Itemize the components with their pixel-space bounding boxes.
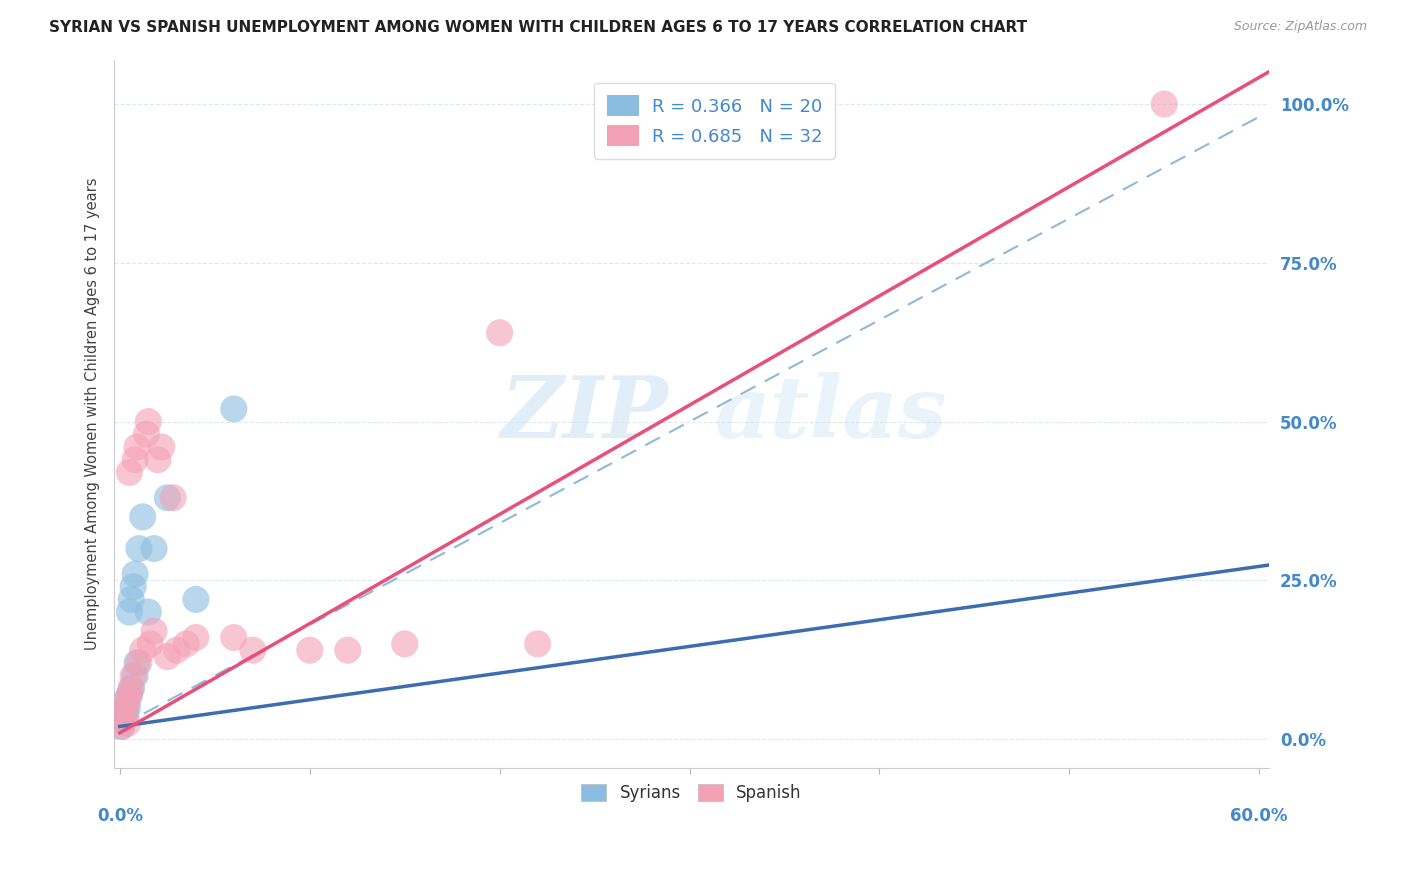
Point [112, 713, 135, 727]
Point [156, 491, 179, 505]
Point [120, 681, 142, 696]
Point [122, 668, 145, 682]
Text: 60.0%: 60.0% [1230, 806, 1288, 824]
Point [394, 637, 416, 651]
Point [138, 415, 160, 429]
Point [156, 649, 179, 664]
Point [118, 688, 141, 702]
Point [111, 719, 134, 733]
Point [118, 605, 141, 619]
Point [118, 466, 141, 480]
Text: atlas: atlas [714, 372, 948, 456]
Point [150, 440, 173, 454]
Point [184, 592, 207, 607]
Y-axis label: Unemployment Among Women with Children Ages 6 to 17 years: Unemployment Among Women with Children A… [86, 178, 100, 650]
Legend: Syrians, Spanish: Syrians, Spanish [575, 778, 808, 809]
Point [117, 700, 139, 714]
Point [118, 688, 141, 702]
Point [1153, 97, 1175, 112]
Point [162, 491, 184, 505]
Text: ZIP: ZIP [501, 372, 668, 456]
Point [176, 637, 198, 651]
Point [125, 440, 148, 454]
Point [135, 427, 157, 442]
Point [120, 592, 142, 607]
Point [526, 637, 548, 651]
Point [336, 643, 359, 657]
Text: Source: ZipAtlas.com: Source: ZipAtlas.com [1233, 20, 1367, 33]
Text: SYRIAN VS SPANISH UNEMPLOYMENT AMONG WOMEN WITH CHILDREN AGES 6 TO 17 YEARS CORR: SYRIAN VS SPANISH UNEMPLOYMENT AMONG WOM… [49, 20, 1028, 35]
Point [114, 700, 136, 714]
Point [124, 452, 146, 467]
Point [143, 541, 166, 556]
Point [122, 580, 145, 594]
Point [166, 643, 188, 657]
Point [120, 681, 142, 696]
Point [138, 605, 160, 619]
Point [117, 716, 139, 731]
Point [124, 567, 146, 582]
Point [131, 643, 153, 657]
Point [124, 668, 146, 682]
Point [114, 694, 136, 708]
Point [117, 694, 139, 708]
Point [488, 326, 510, 340]
Point [128, 541, 150, 556]
Text: 0.0%: 0.0% [97, 806, 143, 824]
Point [242, 643, 264, 657]
Point [131, 509, 153, 524]
Point [143, 624, 166, 639]
Point [125, 656, 148, 670]
Point [146, 452, 169, 467]
Point [222, 631, 245, 645]
Point [222, 401, 245, 416]
Point [184, 631, 207, 645]
Point [112, 706, 135, 721]
Point [114, 706, 136, 721]
Point [128, 656, 150, 670]
Point [298, 643, 321, 657]
Point [111, 719, 134, 733]
Point [139, 637, 162, 651]
